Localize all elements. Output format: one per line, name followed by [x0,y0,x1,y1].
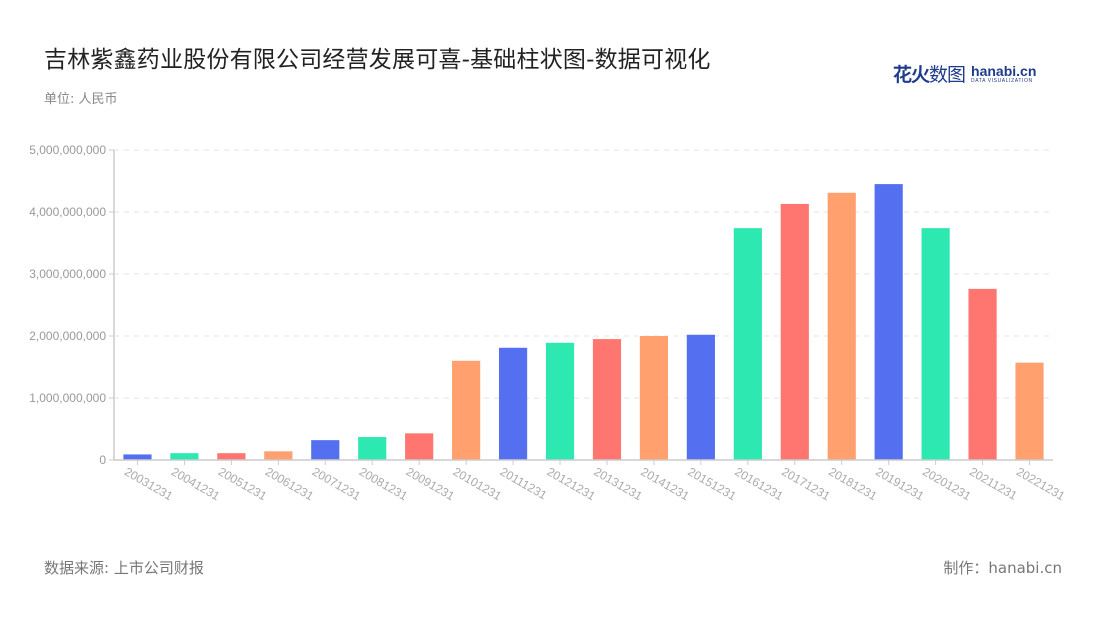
x-tick-label: 20151231 [685,464,739,503]
y-tick-label: 0 [99,453,106,467]
bar-20091231[interactable] [405,433,434,460]
x-tick-label: 20191231 [873,464,927,503]
x-tick-label: 20181231 [826,464,880,503]
y-tick-label: 5,000,000,000 [29,143,106,157]
y-tick-label: 2,000,000,000 [29,329,106,343]
bar-20211231[interactable] [968,288,997,460]
unit-label: 单位: 人民币 [44,92,118,107]
bar-20221231[interactable] [1015,362,1044,460]
x-tick-label: 20121231 [545,464,599,503]
x-tick-label: 20101231 [451,464,505,503]
x-tick-label: 20081231 [357,464,411,503]
x-tick-label: 20171231 [779,464,833,503]
x-tick-label: 20041231 [169,464,223,503]
credit: 制作：hanabi.cn [943,559,1062,577]
x-tick-label: 20111231 [498,464,550,502]
bar-20161231[interactable] [733,228,762,460]
grid-lines [114,149,1053,399]
data-source: 数据来源: 上市公司财报 [44,559,204,577]
bar-20181231[interactable] [827,192,856,460]
logo-cn-text: 花火数图 [893,64,966,86]
x-axis: 2003123120041231200512312006123120071231… [114,459,1068,503]
bars [123,184,1044,460]
x-tick-label: 20061231 [263,464,317,503]
bar-20031231[interactable] [123,454,152,460]
bar-20141231[interactable] [639,336,669,460]
y-tick-label: 4,000,000,000 [29,205,106,219]
bar-20041231[interactable] [170,453,199,460]
logo-en-text: hanabi.cn DATA VISUALIZATION [971,62,1037,84]
bar-20151231[interactable] [686,334,715,460]
x-tick-label: 20071231 [310,464,364,503]
x-tick-label: 20201231 [920,464,974,503]
x-tick-label: 20131231 [591,464,645,503]
brand-logo: 花火数图 hanabi.cn DATA VISUALIZATION [893,60,1036,87]
chart-title: 吉林紫鑫药业股份有限公司经营发展可喜-基础柱状图-数据可视化 [44,47,711,73]
bar-20111231[interactable] [498,347,528,460]
bar-20171231[interactable] [780,203,809,460]
bar-20201231[interactable] [921,228,950,460]
y-tick-label: 1,000,000,000 [29,391,106,405]
x-tick-label: 20051231 [216,464,270,503]
x-tick-label: 20091231 [404,464,458,503]
x-tick-label: 20141231 [638,464,692,503]
y-axis: 0 1,000,000,000 2,000,000,000 3,000,000,000… [29,143,115,467]
x-tick-label: 20211231 [967,464,1020,503]
bar-20101231[interactable] [452,360,481,460]
bar-20051231[interactable] [217,453,246,460]
bar-20061231[interactable] [264,451,293,460]
x-tick-label: 20161231 [732,464,786,503]
x-tick-label: 20031231 [122,464,176,503]
bar-20071231[interactable] [311,440,340,460]
bar-20131231[interactable] [592,339,622,460]
y-tick-label: 3,000,000,000 [29,267,106,281]
bar-20121231[interactable] [545,342,575,460]
x-tick-label: 20221231 [1014,464,1068,503]
bar-20081231[interactable] [358,437,387,460]
bar-20191231[interactable] [874,184,903,460]
